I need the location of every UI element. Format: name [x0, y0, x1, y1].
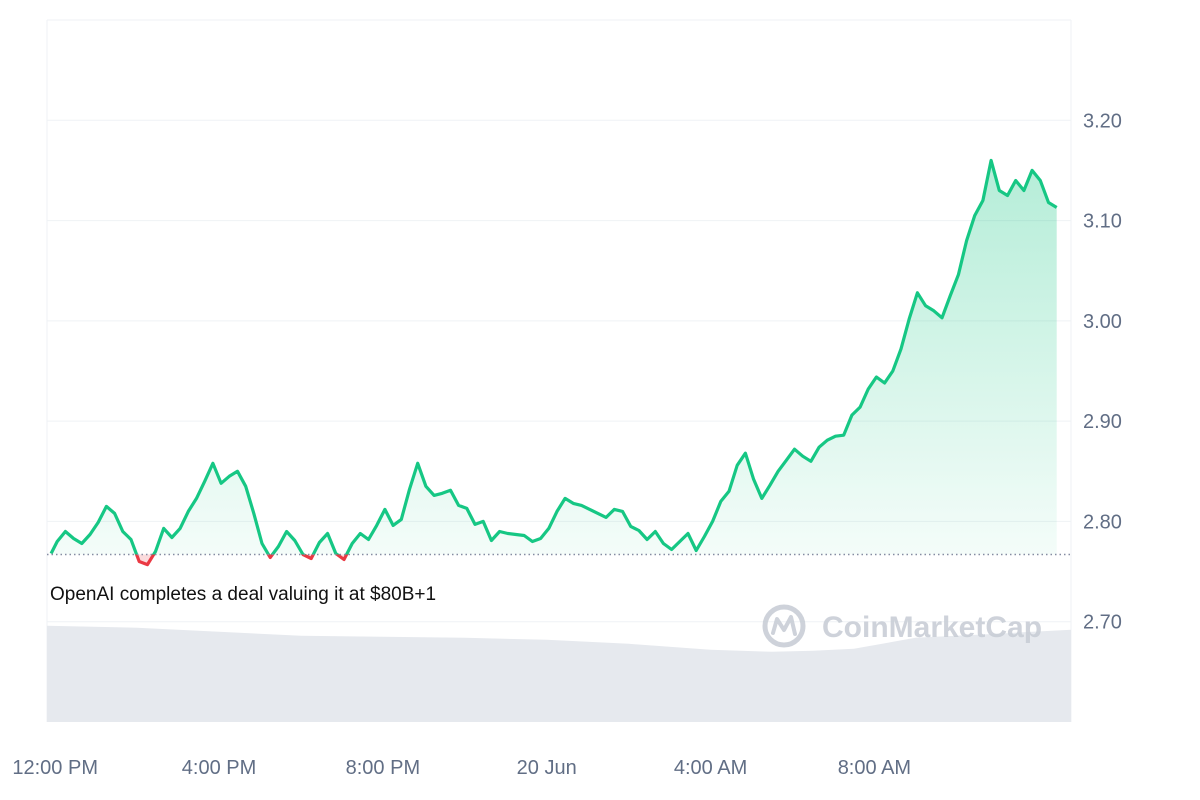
coinmarketcap-logo-icon: [762, 604, 806, 648]
y-tick-label: 2.80: [1083, 511, 1122, 533]
plot-frame: [46, 19, 1072, 722]
y-axis: 3.20 3.10 3.00 2.90 2.80 2.70: [1083, 110, 1122, 633]
news-annotation[interactable]: OpenAI completes a deal valuing it at $8…: [50, 584, 436, 605]
y-tick-label: 2.90: [1083, 411, 1122, 433]
y-tick-label: 2.70: [1083, 612, 1122, 634]
x-tick-label: 4:00 PM: [182, 757, 256, 779]
y-tick-label: 3.20: [1083, 110, 1122, 132]
watermark: CoinMarketCap: [762, 604, 1042, 648]
y-tick-label: 3.10: [1083, 211, 1122, 233]
gridlines: [47, 119, 1071, 623]
x-tick-label: 8:00 AM: [838, 757, 911, 779]
price-area-fill: [51, 160, 1057, 555]
x-tick-label: 4:00 AM: [674, 757, 747, 779]
x-tick-label: 20 Jun: [517, 757, 577, 779]
x-tick-label: 8:00 PM: [346, 757, 420, 779]
x-tick-label: 12:00 PM: [12, 757, 98, 779]
x-axis: 12:00 PM 4:00 PM 8:00 PM 20 Jun 4:00 AM 8:00 …: [12, 757, 911, 779]
price-series: [49, 158, 1058, 567]
y-tick-label: 3.00: [1083, 311, 1122, 333]
price-line-up: [49, 158, 1058, 555]
volume-area: [47, 625, 1071, 722]
watermark-text: CoinMarketCap: [822, 611, 1042, 644]
